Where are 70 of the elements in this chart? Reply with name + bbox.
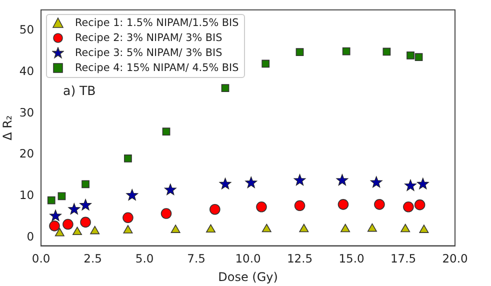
point xyxy=(206,224,216,233)
point xyxy=(68,203,80,215)
point xyxy=(382,48,391,56)
point xyxy=(296,48,304,56)
point xyxy=(123,225,133,234)
point xyxy=(221,84,230,92)
point xyxy=(50,210,62,222)
x-tick-label: 7.5 xyxy=(187,252,206,266)
point xyxy=(340,224,350,232)
point xyxy=(400,224,410,232)
y-tick-label: 30 xyxy=(19,105,34,120)
point xyxy=(294,200,306,212)
x-tick-label: 15.0 xyxy=(338,252,364,266)
x-tick-label: 10.0 xyxy=(235,252,261,266)
point xyxy=(160,208,172,219)
point xyxy=(122,212,134,224)
point xyxy=(256,201,267,212)
y-tick-label: 40 xyxy=(19,64,34,78)
point xyxy=(219,178,232,190)
y-tick-label: 10 xyxy=(19,188,34,202)
legend-label: Recipe 4: 15% NIPAM/ 4.5% BIS xyxy=(75,62,239,74)
point xyxy=(419,224,429,233)
point xyxy=(124,154,132,162)
point xyxy=(336,174,348,186)
point xyxy=(338,199,349,210)
point xyxy=(342,47,350,56)
legend-label: Recipe 1: 1.5% NIPAM/1.5% BIS xyxy=(75,17,239,30)
point xyxy=(210,204,220,215)
y-axis-title: Δ R₂ xyxy=(0,115,14,140)
point xyxy=(374,199,385,210)
y-tick-label: 20 xyxy=(19,146,34,161)
x-tick-label: 5.0 xyxy=(135,252,154,266)
point xyxy=(367,223,377,232)
point xyxy=(403,201,414,212)
x-tick-label: 0.0 xyxy=(32,252,50,266)
point xyxy=(370,176,382,188)
point xyxy=(414,199,426,210)
point xyxy=(90,226,100,234)
point xyxy=(262,224,272,232)
point xyxy=(262,60,270,68)
legend-label: Recipe 2: 3% NIPAM/ 3% BIS xyxy=(75,32,222,44)
point xyxy=(294,174,306,186)
point xyxy=(299,224,309,232)
y-tick-label: 0 xyxy=(26,230,34,244)
x-tick-label: 12.5 xyxy=(286,252,313,266)
annotation: a) TB xyxy=(63,83,96,98)
point xyxy=(126,189,138,200)
point xyxy=(404,179,417,191)
point xyxy=(82,180,90,188)
x-tick-label: 20.0 xyxy=(442,252,468,266)
x-tick-label: 17.5 xyxy=(390,252,416,266)
point xyxy=(47,196,56,204)
point xyxy=(72,226,82,236)
point xyxy=(80,216,91,228)
y-tick-label: 50 xyxy=(19,22,34,37)
point xyxy=(58,192,66,200)
point xyxy=(406,51,414,60)
point xyxy=(80,198,92,210)
point xyxy=(416,178,429,190)
x-axis-title: Dose (Gy) xyxy=(218,270,278,284)
point xyxy=(49,220,60,232)
point xyxy=(54,228,64,236)
point xyxy=(245,176,258,188)
point xyxy=(164,184,176,196)
point xyxy=(62,218,74,230)
point xyxy=(414,53,423,62)
point xyxy=(162,128,170,136)
x-tick-label: 2.5 xyxy=(84,252,102,266)
point xyxy=(170,224,180,233)
legend-label: Recipe 3: 5% NIPAM/ 3% BIS xyxy=(75,47,222,60)
